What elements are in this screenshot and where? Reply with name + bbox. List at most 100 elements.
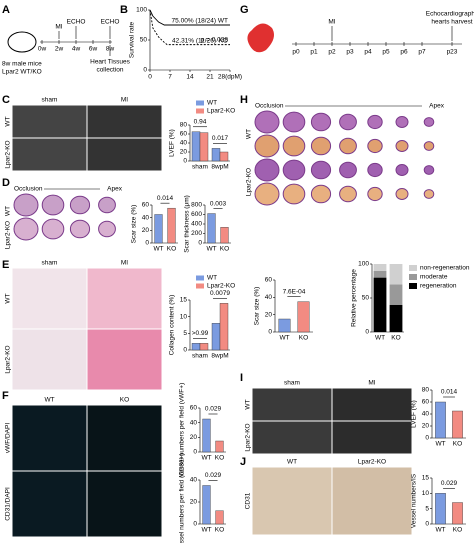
heart-section xyxy=(254,110,280,134)
micrograph xyxy=(252,467,332,535)
y-tick-label: 0 xyxy=(183,347,187,354)
y-tick-label: 0 xyxy=(365,329,369,336)
micrograph xyxy=(252,421,332,454)
row-label: CD31 xyxy=(245,492,252,509)
y-tick-label: 600 xyxy=(191,211,202,218)
micrograph xyxy=(332,388,412,421)
micrograph xyxy=(12,329,87,390)
panel-letter: B xyxy=(120,4,128,16)
y-tick-label: 60 xyxy=(190,405,198,412)
heart-section xyxy=(13,217,39,241)
y-tick-label: 5 xyxy=(425,505,429,512)
legend-label: WT xyxy=(218,18,228,25)
y-axis-label: Collagen content (%) xyxy=(169,295,176,356)
x-tick-label: sham xyxy=(192,353,208,360)
bar xyxy=(211,148,221,162)
micrograph xyxy=(252,388,332,421)
micrograph xyxy=(87,471,162,537)
y-axis-label: Scar thickness (μm) xyxy=(184,195,191,253)
y-tick-label: 20 xyxy=(180,149,188,156)
heart-section xyxy=(423,141,435,151)
day: p3 xyxy=(346,49,354,56)
y-tick-label: 15 xyxy=(180,297,188,304)
micrograph xyxy=(12,105,87,138)
y-tick-label: 40 xyxy=(180,140,188,147)
row-label: vWF/DAPI xyxy=(5,423,12,454)
row-label: WT xyxy=(246,129,253,139)
panel-letter: F xyxy=(2,390,9,402)
x-tick-label: WT xyxy=(206,246,216,253)
y-tick-label: 40 xyxy=(190,419,198,426)
x-tick-label: KO xyxy=(220,246,229,253)
heart-section xyxy=(339,161,357,179)
heart-section xyxy=(367,186,383,202)
y-tick-label: 60 xyxy=(265,277,273,284)
day: p2 xyxy=(328,49,336,56)
row-label: Lpar2-KO xyxy=(245,423,252,451)
day: p6 xyxy=(400,49,408,56)
heart-section xyxy=(395,140,409,152)
column-label: MI xyxy=(121,260,128,267)
legend-swatch xyxy=(196,100,204,106)
p-value: 0.003 xyxy=(210,200,227,207)
annotation: p = 0.028 xyxy=(201,37,229,44)
column-label: KO xyxy=(120,397,129,404)
x-tick-label: KO xyxy=(299,335,308,342)
mouse-icon xyxy=(7,31,37,53)
x-tick-label: 28(dpM) xyxy=(218,74,242,81)
y-tick-label: 50 xyxy=(140,37,148,44)
survival-line xyxy=(149,9,230,46)
text: ECHO xyxy=(101,19,120,26)
week: 6w xyxy=(89,46,98,53)
bar xyxy=(202,418,211,453)
bar xyxy=(211,323,221,351)
text: collection xyxy=(96,67,123,74)
heart-section xyxy=(339,137,357,155)
x-tick-label: KO xyxy=(391,335,400,342)
y-tick-label: 80 xyxy=(180,122,188,129)
heart-section xyxy=(13,193,39,217)
bar xyxy=(202,485,211,525)
heart-section xyxy=(98,196,116,214)
x-tick-label: KO xyxy=(453,527,462,534)
bar-segment xyxy=(373,270,387,278)
y-tick-label: 60 xyxy=(180,131,188,138)
text: MI xyxy=(328,19,335,26)
x-tick-label: 21 xyxy=(206,74,214,81)
bar xyxy=(199,132,209,162)
x-tick-label: WT xyxy=(435,527,445,534)
column-label: WT xyxy=(44,397,54,404)
legend-swatch xyxy=(409,274,417,280)
column-label: WT xyxy=(287,459,297,466)
bar xyxy=(297,301,310,333)
y-tick-label: 80 xyxy=(422,387,430,394)
x-tick-label: KO xyxy=(215,455,224,462)
x-tick-label: KO xyxy=(215,527,224,534)
heart-section xyxy=(367,114,383,130)
text: MI xyxy=(55,24,62,31)
y-tick-label: 400 xyxy=(191,221,202,228)
heart-section xyxy=(395,116,409,128)
row-label: Lpar2-KO xyxy=(5,140,12,168)
y-tick-label: 10 xyxy=(180,313,188,320)
y-axis-label: LVEF (%) xyxy=(169,129,176,157)
legend-label: Lpar2-KO xyxy=(207,108,235,115)
y-tick-label: 20 xyxy=(422,423,430,430)
text: 8w male mice xyxy=(2,61,42,68)
legend-swatch xyxy=(196,108,204,114)
heart-section xyxy=(423,117,435,127)
p-value: 0.014 xyxy=(441,389,458,396)
heart-section xyxy=(395,164,409,176)
y-axis-label: Vessel numbers per field (vWF+) xyxy=(179,383,186,477)
bar-segment xyxy=(389,304,403,332)
heart-section xyxy=(282,159,306,181)
y-tick-label: 40 xyxy=(422,411,430,418)
day: p23 xyxy=(447,49,458,56)
text: ECHO xyxy=(67,19,86,26)
row-label: Lpar2-KO xyxy=(5,345,12,373)
x-tick-label: 0 xyxy=(148,74,152,81)
x-tick-label: WT xyxy=(435,441,445,448)
legend-swatch xyxy=(409,265,417,271)
heart-section xyxy=(395,188,409,200)
legend-swatch xyxy=(196,275,204,281)
